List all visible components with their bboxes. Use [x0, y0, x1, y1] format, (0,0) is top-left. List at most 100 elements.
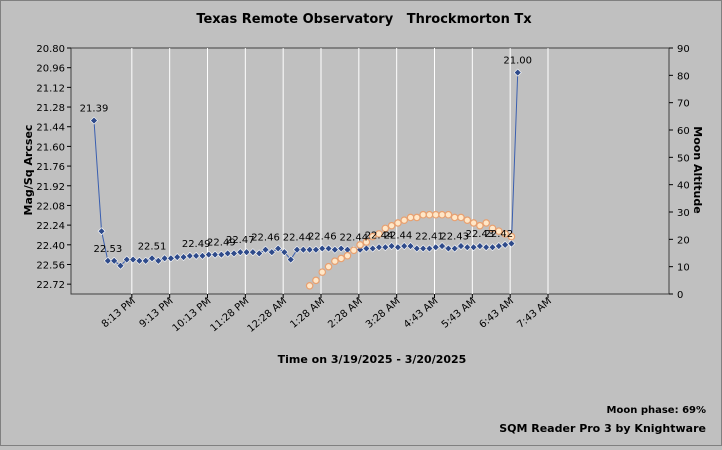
left-tick-label: 20.96 — [36, 64, 65, 75]
moon-altitude-point — [368, 232, 377, 241]
moon-altitude-point — [312, 276, 320, 285]
sqm-point — [425, 244, 434, 253]
sqm-point — [255, 249, 264, 258]
sqm-point — [173, 253, 182, 262]
moon-altitude-point — [387, 221, 396, 230]
moon-altitude-point — [444, 210, 453, 219]
sqm-point — [406, 242, 415, 250]
sqm-point — [167, 254, 175, 263]
sqm-point — [305, 245, 314, 254]
sqm-point — [438, 242, 446, 250]
moon-altitude-point — [305, 281, 314, 290]
moon-altitude-point — [419, 210, 427, 219]
left-tick-label: 21.92 — [36, 182, 65, 193]
sqm-point — [312, 245, 320, 254]
moon-altitude-point — [457, 213, 465, 222]
moon-altitude-point — [356, 241, 364, 249]
sqm-data-label: 22.46 — [251, 233, 280, 244]
right-tick-label: 60 — [677, 126, 690, 137]
moon-altitude-point — [394, 219, 402, 227]
sqm-point — [129, 255, 138, 264]
left-tick-label: 21.12 — [36, 83, 65, 94]
sqm-point — [90, 116, 98, 125]
sqm-point — [286, 255, 295, 264]
sqm-point — [192, 251, 201, 260]
sqm-point — [507, 239, 516, 248]
sqm-point — [280, 248, 289, 257]
left-tick-label: 21.76 — [36, 162, 65, 173]
sqm-point — [419, 244, 428, 253]
moon-altitude-point — [349, 246, 358, 255]
moon-phase-footer: Moon phase: 69% — [607, 405, 706, 416]
series-layer — [90, 68, 522, 290]
sqm-point — [299, 245, 308, 254]
sqm-point — [463, 243, 472, 252]
right-tick-label: 0 — [677, 290, 683, 301]
moon-altitude-point — [488, 224, 497, 233]
sqm-point — [469, 243, 478, 252]
sqm-data-label: 22.44 — [283, 233, 312, 244]
sqm-point — [412, 244, 421, 253]
sqm-point — [457, 242, 465, 250]
sqm-data-label: 22.42 — [484, 229, 513, 240]
moon-altitude-point — [318, 268, 327, 276]
sqm-point — [501, 240, 510, 249]
moon-altitude-point — [469, 219, 478, 227]
moon-altitude-point — [495, 227, 503, 235]
sqm-point — [223, 249, 232, 258]
sqm-point — [248, 248, 257, 257]
sqm-point — [230, 249, 238, 258]
moon-altitude-point — [343, 251, 352, 260]
moon-altitude-point — [450, 213, 459, 222]
sqm-data-label: 21.39 — [80, 104, 109, 115]
moon-altitude-point — [400, 216, 409, 225]
moon-altitude-point — [425, 210, 434, 219]
sqm-point — [97, 227, 106, 236]
moon-altitude-point — [381, 224, 390, 233]
sqm-point — [217, 250, 226, 259]
right-tick-label: 80 — [677, 71, 690, 82]
sqm-point — [160, 254, 169, 263]
moon-altitude-point — [501, 230, 509, 238]
sqm-point — [400, 242, 409, 250]
sqm-point — [236, 248, 245, 257]
sqm-point — [141, 256, 150, 265]
sqm-data-label: 22.49 — [182, 239, 211, 250]
sqm-point — [381, 243, 390, 252]
sqm-point — [482, 243, 491, 252]
sqm-point — [368, 244, 377, 253]
sqm-point — [362, 244, 371, 253]
sqm-point — [135, 256, 144, 265]
sqm-data-label: 22.49 — [207, 238, 236, 249]
sqm-data-label: 22.44 — [384, 230, 413, 241]
sqm-point — [431, 243, 440, 252]
left-axis-title: Mag/Sq Arcsec — [22, 125, 35, 216]
moon-altitude-point — [375, 230, 383, 238]
sqm-data-label: 22.43 — [466, 229, 495, 240]
moon-altitude-point — [337, 254, 345, 263]
right-tick-label: 70 — [677, 99, 690, 110]
sqm-point — [242, 248, 251, 257]
moon-altitude-point — [476, 221, 484, 230]
moon-altitude-point — [413, 213, 421, 222]
moon-altitude-point — [406, 213, 415, 222]
sqm-point — [513, 68, 522, 77]
sqm-point — [324, 244, 333, 253]
sqm-point — [179, 253, 188, 262]
sqm-point — [267, 248, 276, 257]
sqm-data-label: 22.43 — [440, 231, 469, 242]
sqm-data-label: 22.41 — [415, 231, 444, 242]
sqm-point — [198, 251, 207, 260]
sqm-point — [488, 243, 497, 252]
sqm-point — [122, 255, 131, 264]
moon-altitude-point — [324, 262, 333, 271]
x-axis-title: Time on 3/19/2025 - 3/20/2025 — [278, 353, 467, 366]
sqm-data-label: 21.00 — [503, 56, 532, 67]
moon-altitude-point — [438, 210, 446, 219]
chart-title: Texas Remote Observatory Throckmorton Tx — [196, 12, 532, 27]
sqm-point — [261, 245, 270, 254]
moon-altitude-point — [507, 232, 516, 241]
sqm-point — [148, 254, 156, 263]
sqm-point — [185, 251, 194, 260]
